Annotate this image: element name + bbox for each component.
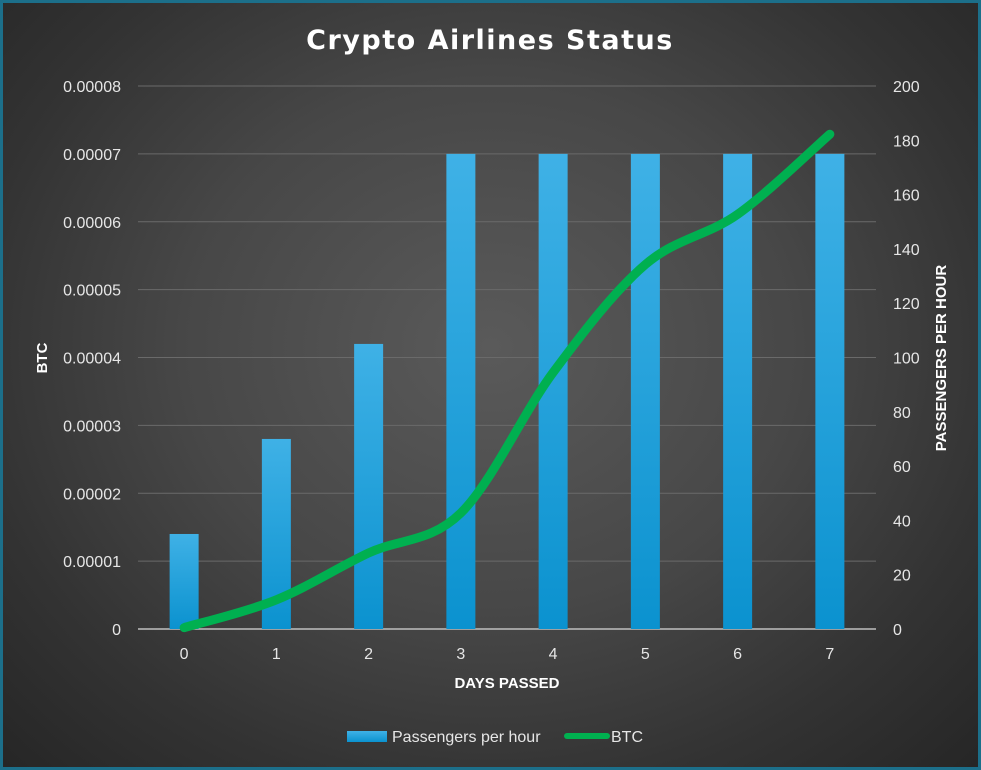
line-series xyxy=(179,129,835,633)
x-tick-label: 3 xyxy=(456,646,465,663)
right-tick-label: 20 xyxy=(893,568,911,585)
x-tick-label: 5 xyxy=(641,646,650,663)
legend-label-btc: BTC xyxy=(611,729,643,746)
left-tick-label: 0.00001 xyxy=(63,554,121,571)
bar xyxy=(815,153,845,629)
left-tick-label: 0.00005 xyxy=(63,283,121,300)
x-tick-label: 1 xyxy=(272,646,281,663)
btc-point xyxy=(183,627,185,629)
left-axis-ticks: 0 0.00001 0.00002 0.00003 0.00004 0.00005 0.00… xyxy=(63,79,121,639)
btc-line xyxy=(179,129,835,633)
right-tick-label: 200 xyxy=(893,79,920,96)
btc-point xyxy=(275,599,277,601)
x-axis-ticks: 0 1 2 3 4 5 6 7 xyxy=(180,646,835,663)
right-tick-label: 100 xyxy=(893,351,920,368)
right-tick-label: 160 xyxy=(893,188,920,205)
bar xyxy=(169,533,199,629)
left-tick-label: 0.00003 xyxy=(63,418,121,435)
left-tick-label: 0.00006 xyxy=(63,215,121,232)
legend-swatch-passengers xyxy=(347,731,387,742)
left-tick-label: 0.00002 xyxy=(63,486,121,503)
legend: Passengers per hour BTC xyxy=(347,729,643,746)
btc-point xyxy=(737,213,739,215)
x-tick-label: 4 xyxy=(549,646,558,663)
gridlines xyxy=(138,85,876,630)
legend-label-passengers: Passengers per hour xyxy=(392,729,541,746)
left-tick-label: 0.00004 xyxy=(63,351,121,368)
left-tick-label: 0.00007 xyxy=(63,147,121,164)
x-tick-label: 6 xyxy=(733,646,742,663)
right-axis-ticks: 0 20 40 60 80 100 120 140 160 180 200 xyxy=(893,79,920,639)
left-tick-label: 0.00008 xyxy=(63,79,121,96)
right-tick-label: 60 xyxy=(893,459,911,476)
bar-series xyxy=(169,153,845,629)
left-tick-label: 0 xyxy=(112,622,121,639)
btc-point xyxy=(644,264,646,266)
bar xyxy=(723,153,753,629)
right-tick-label: 80 xyxy=(893,405,911,422)
btc-point xyxy=(368,552,370,554)
chart-title: Crypto Airlines Status xyxy=(306,25,674,56)
btc-point xyxy=(829,133,831,135)
left-axis-title: BTC xyxy=(34,342,51,373)
x-tick-label: 7 xyxy=(825,646,834,663)
btc-point xyxy=(552,371,554,373)
bar xyxy=(354,343,384,629)
bar xyxy=(446,153,476,629)
right-tick-label: 140 xyxy=(893,242,920,259)
x-tick-label: 2 xyxy=(364,646,373,663)
x-tick-label: 0 xyxy=(180,646,189,663)
right-tick-label: 0 xyxy=(893,622,902,639)
btc-point xyxy=(460,512,462,514)
right-tick-label: 180 xyxy=(893,133,920,150)
right-tick-label: 120 xyxy=(893,296,920,313)
right-tick-label: 40 xyxy=(893,513,911,530)
bar xyxy=(630,153,660,629)
right-axis-title: PASSENGERS PER HOUR xyxy=(933,265,950,452)
x-axis-title: DAYS PASSED xyxy=(454,675,559,692)
